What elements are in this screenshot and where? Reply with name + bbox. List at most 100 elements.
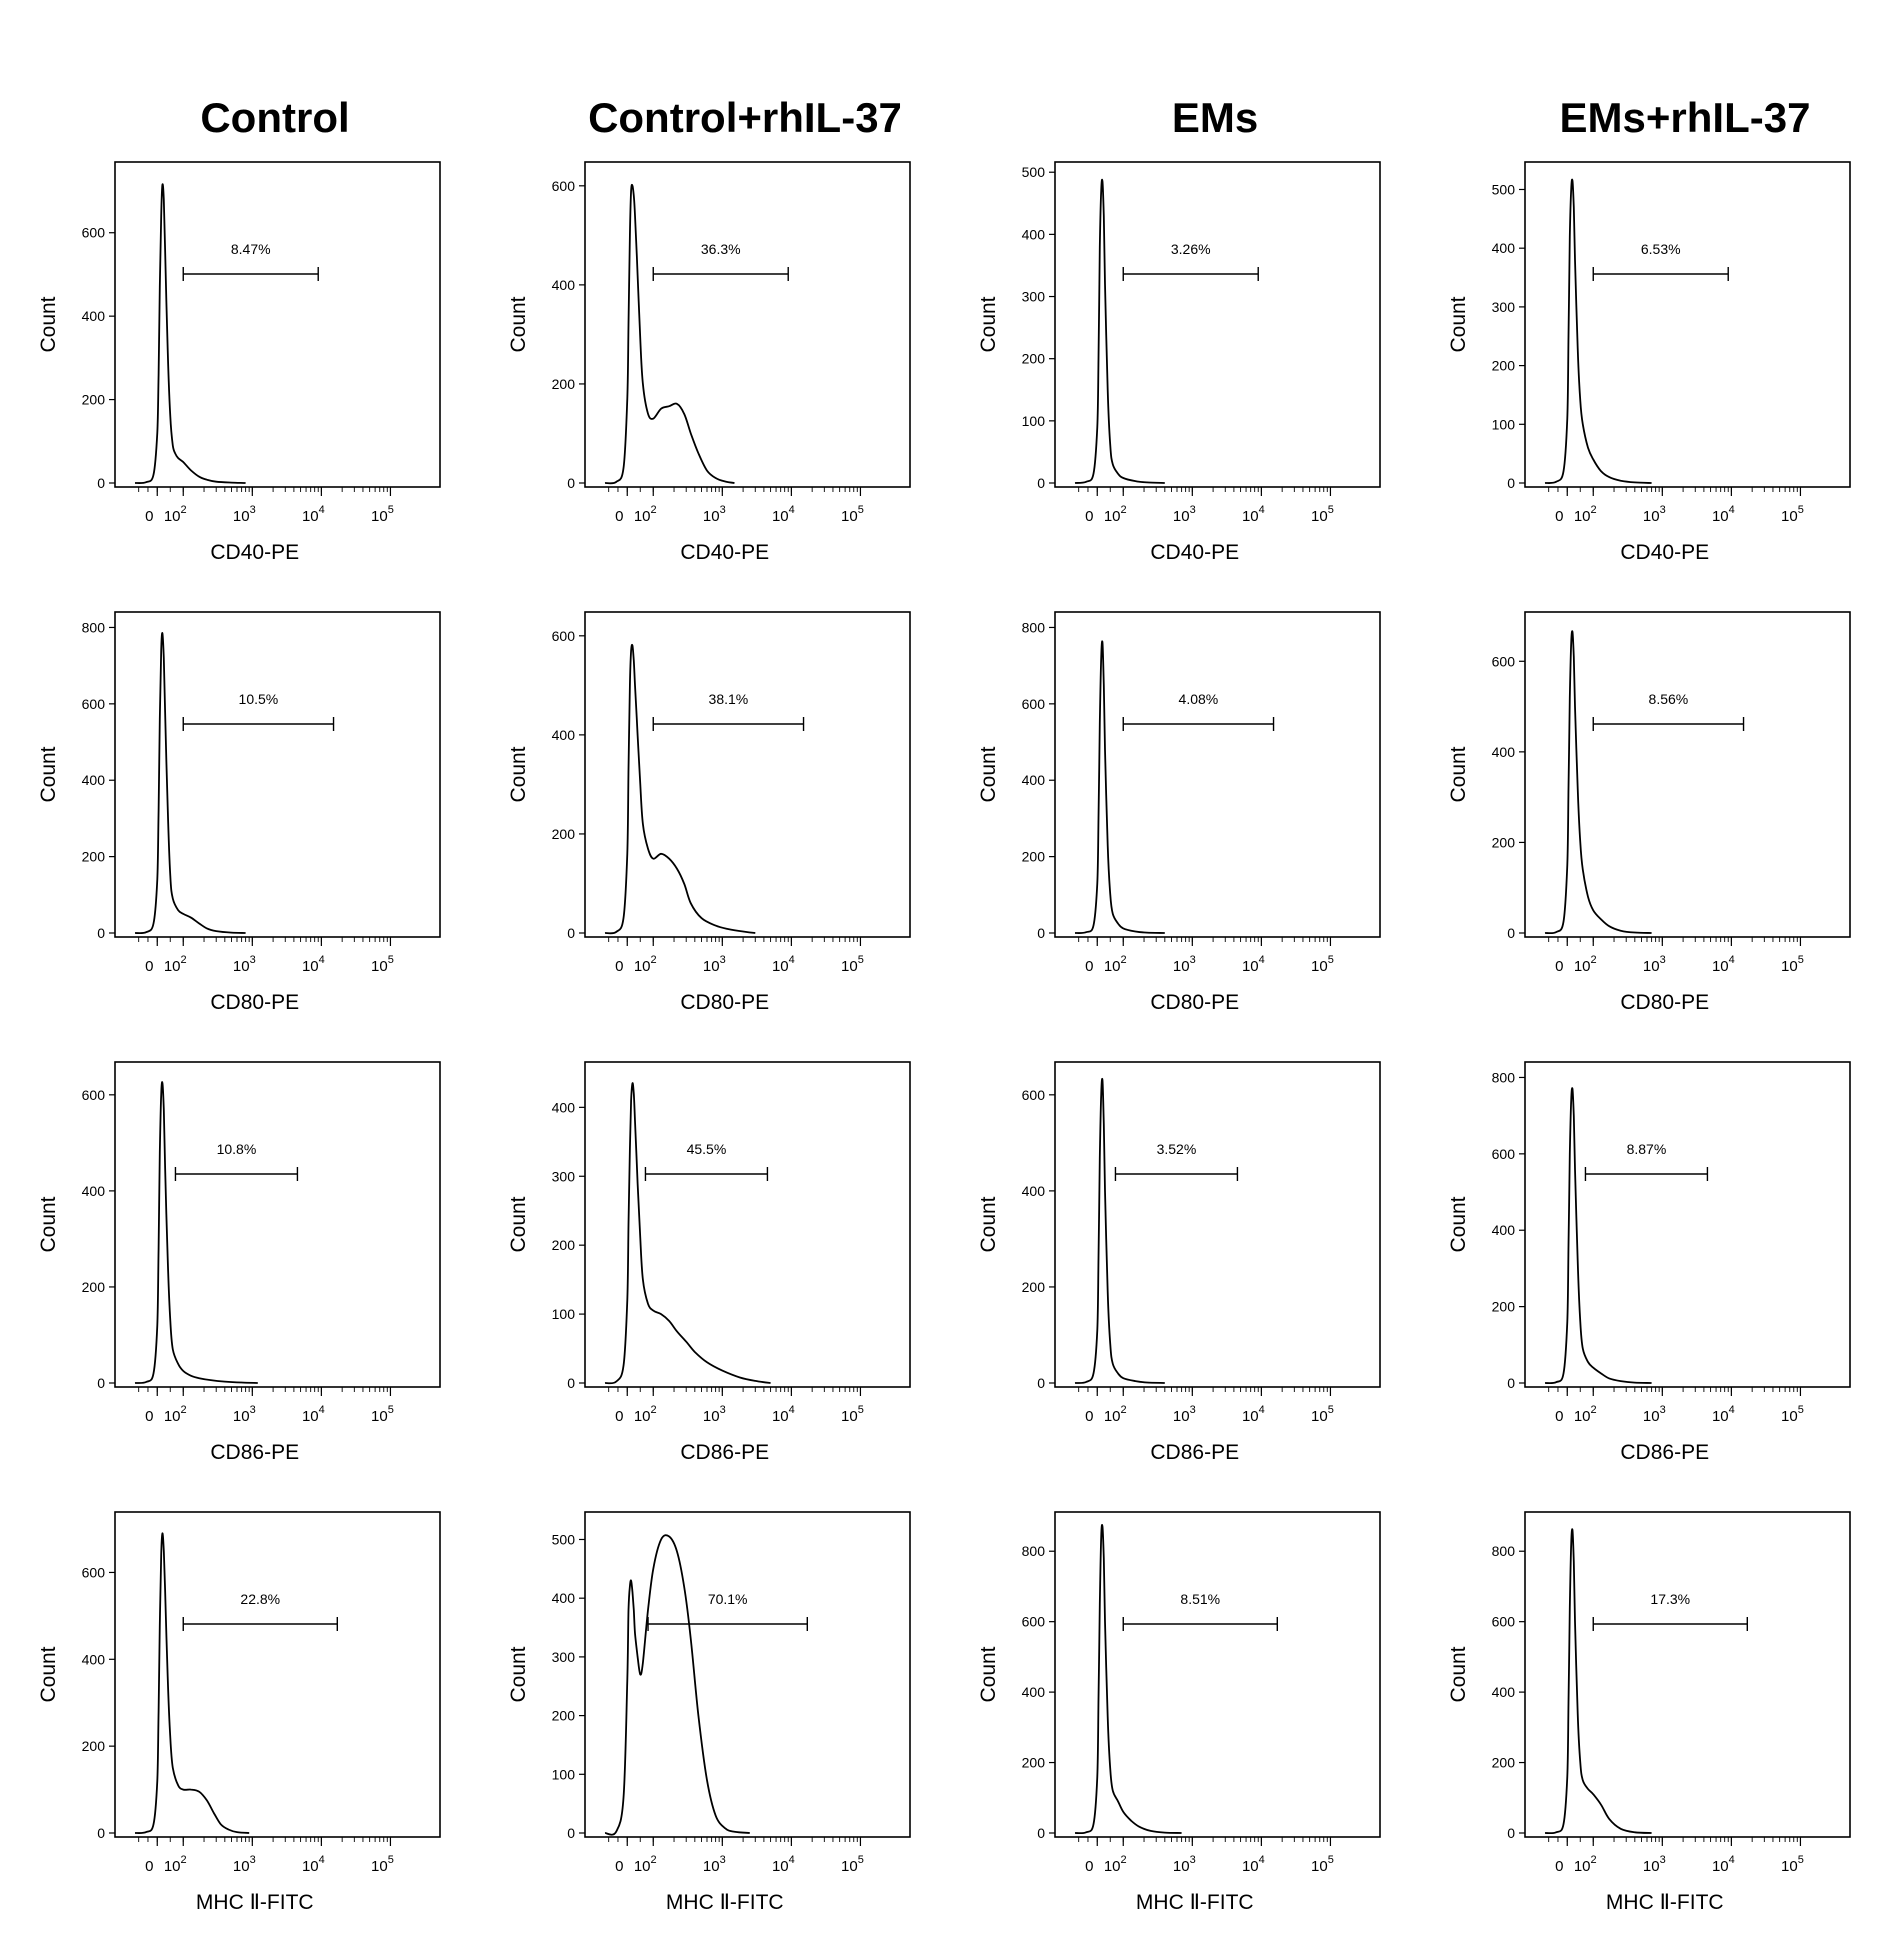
y-tick-label: 400	[552, 1099, 576, 1115]
y-tick-label: 200	[82, 1738, 106, 1754]
y-tick-label: 0	[567, 1825, 575, 1841]
y-axis-label: Count	[507, 746, 530, 802]
y-tick-label: 500	[1492, 181, 1516, 197]
y-tick-label: 400	[82, 308, 106, 324]
y-tick-label: 600	[1492, 1614, 1516, 1630]
plot-frame	[1054, 611, 1381, 938]
y-tick-label: 400	[1022, 226, 1046, 242]
y-axis-label: Count	[1447, 1646, 1470, 1702]
histogram-panel-10: 0 200 400 600 Count 0 102 103 104 105 CD86-PE 3.52%	[977, 1061, 1381, 1464]
plot-frame	[1524, 161, 1851, 488]
gate-percentage-label: 17.3%	[1650, 1591, 1690, 1607]
gate-percentage-label: 45.5%	[687, 1141, 727, 1157]
x-tick-label: 103	[1643, 504, 1666, 525]
y-tick-label: 100	[552, 1766, 576, 1782]
y-tick-label: 800	[82, 619, 106, 635]
x-tick-label: 102	[164, 504, 187, 525]
histogram-line	[1544, 1087, 1652, 1385]
y-axis-label: Count	[507, 1646, 530, 1702]
gate-percentage-label: 36.3%	[701, 241, 741, 257]
x-tick-label: 105	[1781, 954, 1804, 975]
y-tick-label: 600	[82, 1564, 106, 1580]
x-tick-label: 105	[841, 504, 864, 525]
y-tick-label: 400	[552, 727, 576, 743]
x-tick-label: 103	[1173, 954, 1196, 975]
x-tick-label: 105	[1781, 1854, 1804, 1875]
plot-frame	[584, 1511, 911, 1838]
histogram-line	[134, 183, 246, 484]
y-tick-label: 500	[1022, 164, 1046, 180]
y-axis-label: Count	[977, 746, 1000, 802]
y-tick-label: 800	[1492, 1543, 1516, 1559]
histogram-panel-14: 0 200 400 600 800 Count 0 102 103 104 105 MHC Ⅱ-FIT…	[977, 1511, 1381, 1914]
y-tick-label: 0	[567, 925, 575, 941]
y-tick-label: 400	[1492, 240, 1516, 256]
histogram-line	[604, 1534, 750, 1836]
gate-percentage-label: 70.1%	[708, 1591, 748, 1607]
y-axis-label: Count	[37, 296, 60, 352]
x-axis-label: MHC Ⅱ-FITC	[1136, 1891, 1254, 1914]
gate-percentage-label: 6.53%	[1641, 241, 1681, 257]
x-tick-label: 103	[1643, 954, 1666, 975]
gate-percentage-label: 3.52%	[1157, 1141, 1197, 1157]
y-tick-label: 400	[1022, 772, 1046, 788]
y-tick-label: 200	[82, 1279, 106, 1295]
x-axis-label: MHC Ⅱ-FITC	[196, 1891, 314, 1914]
y-tick-label: 300	[552, 1168, 576, 1184]
x-tick-label: 102	[1574, 504, 1597, 525]
x-axis-label: CD80-PE	[680, 991, 769, 1014]
y-axis-label: Count	[977, 1196, 1000, 1252]
gate-percentage-label: 8.56%	[1649, 691, 1689, 707]
x-tick-label: 104	[1712, 504, 1735, 525]
x-axis-label: CD86-PE	[210, 1441, 299, 1464]
x-tick-label: 0	[1555, 958, 1563, 975]
y-tick-label: 0	[97, 475, 105, 491]
x-axis-label: CD86-PE	[1150, 1441, 1239, 1464]
x-tick-label: 102	[1574, 1404, 1597, 1425]
histogram-panel-7: 0 200 400 600 Count 0 102 103 104 105 CD80-PE 8.56%	[1447, 611, 1851, 1014]
y-tick-label: 200	[1022, 849, 1046, 865]
y-axis-label: Count	[1447, 1196, 1470, 1252]
gate-percentage-label: 10.8%	[217, 1141, 257, 1157]
x-tick-label: 103	[703, 1404, 726, 1425]
gate-percentage-label: 3.26%	[1171, 241, 1211, 257]
y-tick-label: 600	[552, 178, 576, 194]
y-tick-label: 100	[552, 1306, 576, 1322]
x-tick-label: 102	[164, 1854, 187, 1875]
y-tick-label: 0	[567, 1375, 575, 1391]
y-tick-label: 200	[1492, 358, 1516, 374]
y-tick-label: 200	[1492, 1755, 1516, 1771]
x-tick-label: 103	[703, 1854, 726, 1875]
x-tick-label: 103	[1643, 1854, 1666, 1875]
x-tick-label: 102	[1104, 954, 1127, 975]
x-tick-label: 102	[1104, 1854, 1127, 1875]
y-tick-label: 200	[82, 392, 106, 408]
y-tick-label: 200	[552, 826, 576, 842]
gate-percentage-label: 8.87%	[1627, 1141, 1667, 1157]
y-tick-label: 300	[1022, 289, 1046, 305]
x-tick-label: 0	[615, 508, 623, 525]
histogram-line	[1544, 1528, 1652, 1835]
gate-percentage-label: 8.47%	[231, 241, 271, 257]
x-tick-label: 103	[703, 504, 726, 525]
y-tick-label: 400	[1492, 1222, 1516, 1238]
x-tick-label: 0	[1085, 958, 1093, 975]
y-axis-label: Count	[37, 1196, 60, 1252]
x-tick-label: 103	[233, 1404, 256, 1425]
y-tick-label: 200	[1492, 834, 1516, 850]
y-tick-label: 200	[82, 849, 106, 865]
y-tick-label: 0	[567, 475, 575, 491]
x-tick-label: 0	[615, 1408, 623, 1425]
x-tick-label: 104	[1712, 1854, 1735, 1875]
y-tick-label: 200	[552, 1237, 576, 1253]
histogram-line	[1074, 640, 1165, 934]
x-tick-label: 0	[1555, 1408, 1563, 1425]
y-tick-label: 0	[1037, 925, 1045, 941]
x-tick-label: 104	[1242, 954, 1265, 975]
plot-frame	[1054, 1061, 1381, 1388]
y-tick-label: 400	[552, 277, 576, 293]
column-title-control-rhil37: Control+rhIL-37	[588, 94, 902, 141]
y-tick-label: 400	[1022, 1684, 1046, 1700]
plot-frame	[114, 1061, 441, 1388]
